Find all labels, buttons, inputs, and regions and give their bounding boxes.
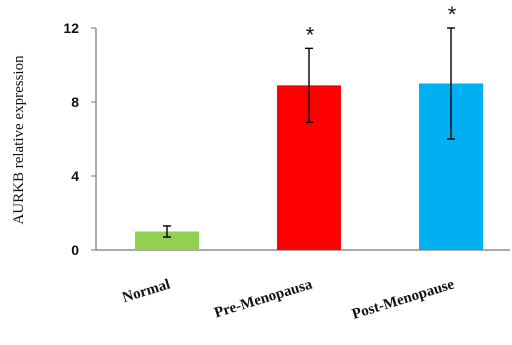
y-tick-label-4: 4 xyxy=(71,168,79,184)
y-tick-label-8: 8 xyxy=(71,94,79,110)
y-tick-label-12: 12 xyxy=(63,20,79,36)
y-axis-label: AURKB relative expression xyxy=(11,55,27,225)
significance-mark-pre-menopausa: * xyxy=(306,22,315,47)
x-tick-label-normal: Normal xyxy=(120,277,172,307)
bar-normal xyxy=(135,231,199,250)
bars-group xyxy=(135,83,483,250)
x-tick-label-pre-menopausa: Pre-Menopausa xyxy=(213,276,315,321)
y-tick-label-0: 0 xyxy=(71,242,79,258)
error-bars-group xyxy=(163,27,455,238)
x-tick-label-post-menopause: Post-Menopause xyxy=(350,276,456,322)
significance-mark-post-menopause: * xyxy=(448,2,457,27)
